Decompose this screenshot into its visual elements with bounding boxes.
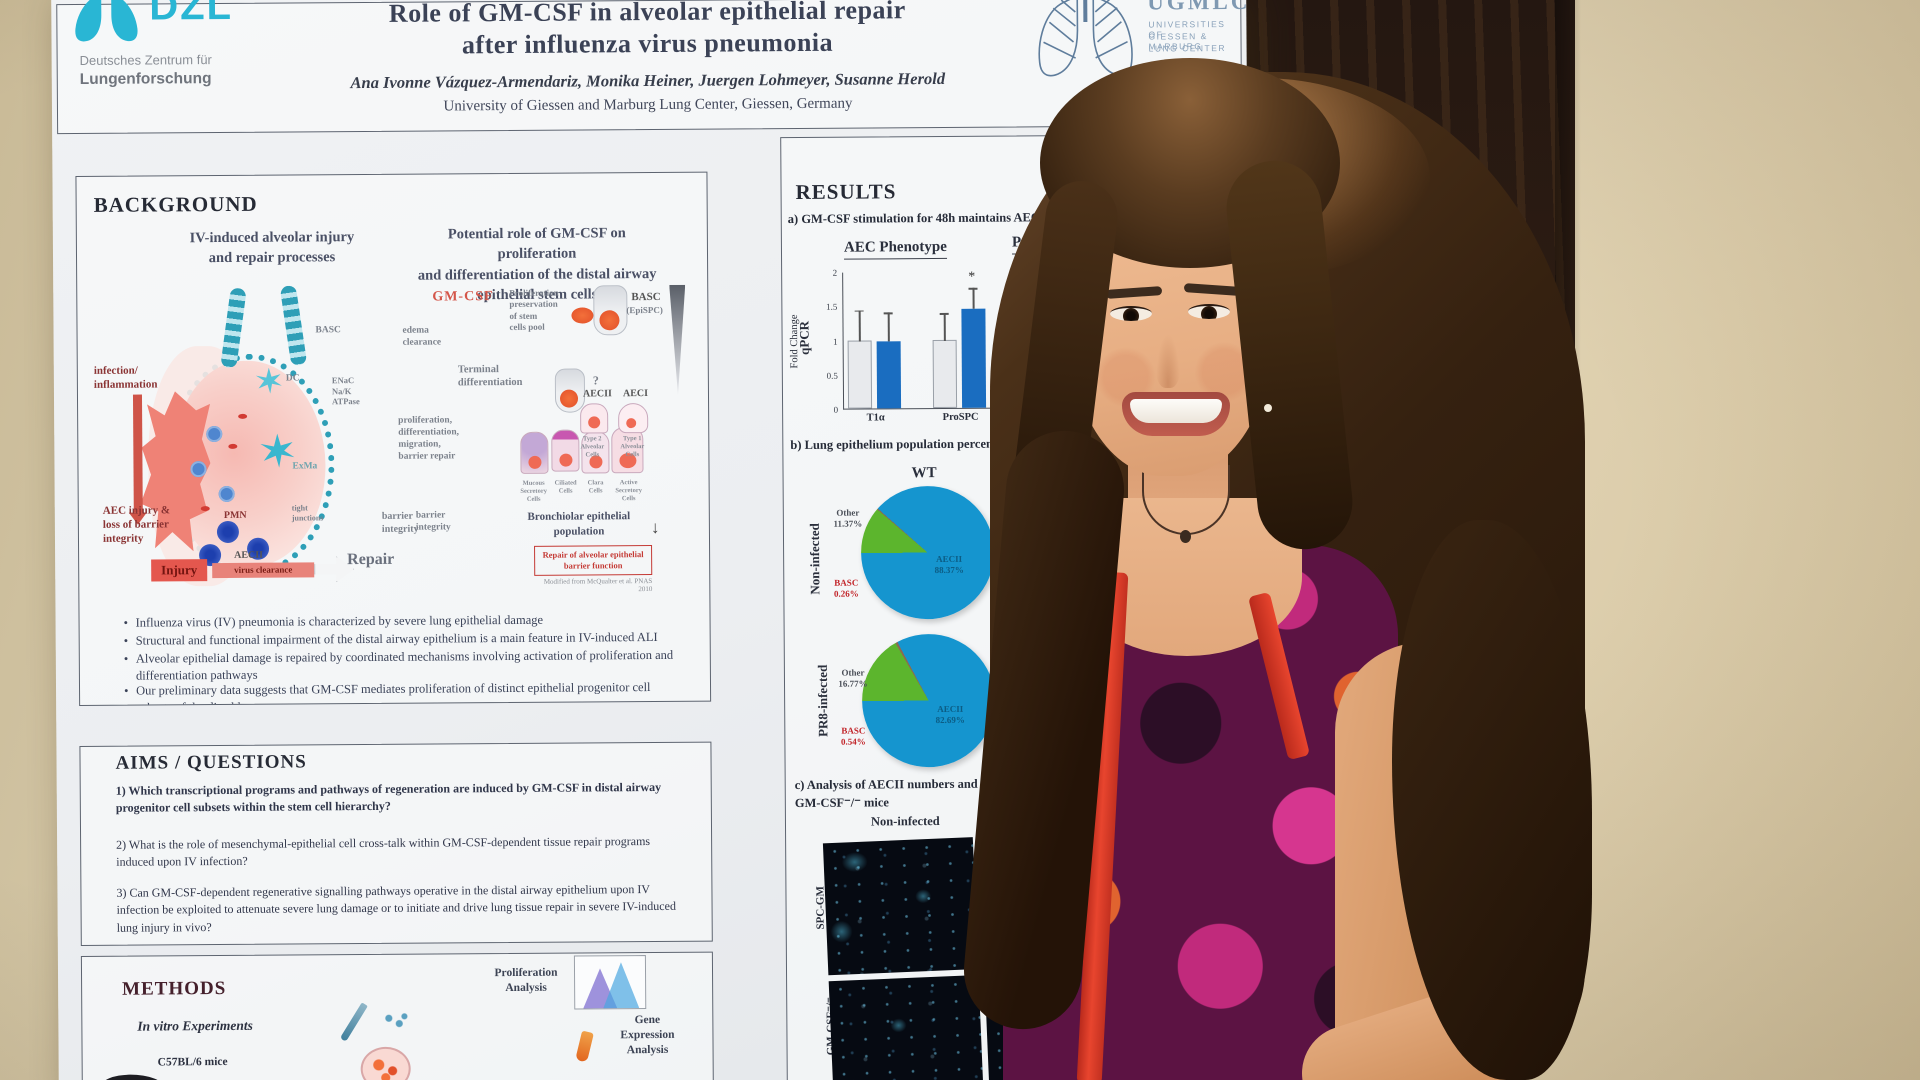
ugmlc-lungs-icon	[1038, 0, 1133, 77]
right-eye	[1188, 304, 1230, 319]
earring	[1264, 404, 1272, 412]
dzl-logo: DZL Deutsches Zentrum für Lungenforschun…	[69, 0, 290, 111]
teeth	[1130, 399, 1222, 423]
poster-header: DZL Deutsches Zentrum für Lungenforschun…	[56, 0, 1251, 135]
nose	[1155, 330, 1181, 388]
necklace-pendant	[1180, 530, 1191, 543]
scientific-poster: DZL Deutsches Zentrum für Lungenforschun…	[51, 0, 1267, 1080]
hair-shoulder-lock	[1392, 520, 1592, 1080]
left-eye	[1110, 306, 1152, 321]
ugmlc-logo: UGMLC UNIVERSITIES OF GIESSEN & MARBURG …	[1029, 0, 1251, 111]
dzl-lungs-icon	[75, 0, 138, 42]
